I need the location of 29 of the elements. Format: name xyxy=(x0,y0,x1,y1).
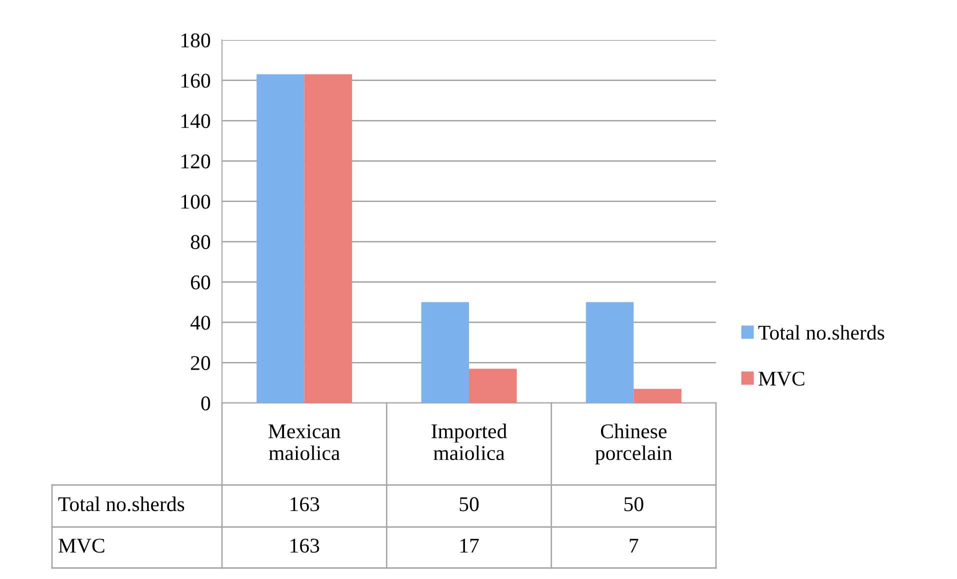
data-label: 163 xyxy=(290,538,320,553)
x-tick-label: Imported maiolica xyxy=(432,424,507,460)
bar xyxy=(469,368,517,403)
y-tick-label: 80 xyxy=(190,235,210,250)
data-label: 50 xyxy=(624,497,644,512)
x-tick-label: Mexican maiolica xyxy=(268,424,340,460)
text: MVC xyxy=(58,538,104,553)
data-label: 17 xyxy=(460,538,479,553)
bar xyxy=(304,74,352,403)
y-tick-label: 60 xyxy=(190,275,210,290)
legend-label: Total no.sherds xyxy=(758,325,884,340)
y-tick-label: 120 xyxy=(181,154,210,168)
y-tick-label: 20 xyxy=(190,356,210,370)
data-label: 7 xyxy=(630,538,638,553)
y-tick-label: 0 xyxy=(201,396,210,410)
legend-label: MVC xyxy=(758,372,804,386)
data-label: 50 xyxy=(460,497,479,512)
y-tick-label: 160 xyxy=(181,74,210,88)
bar xyxy=(586,302,634,403)
x-tick-label: Chinese porcelain xyxy=(595,424,672,464)
bar xyxy=(256,74,304,403)
text: Total no.sherds xyxy=(58,496,184,512)
y-tick-label: 100 xyxy=(181,194,210,209)
bar xyxy=(421,302,469,403)
y-tick-label: 180 xyxy=(181,33,210,48)
data-label: 163 xyxy=(290,497,320,512)
y-tick-label: 40 xyxy=(190,316,210,330)
bar xyxy=(634,388,682,403)
y-tick-label: 140 xyxy=(181,114,210,128)
